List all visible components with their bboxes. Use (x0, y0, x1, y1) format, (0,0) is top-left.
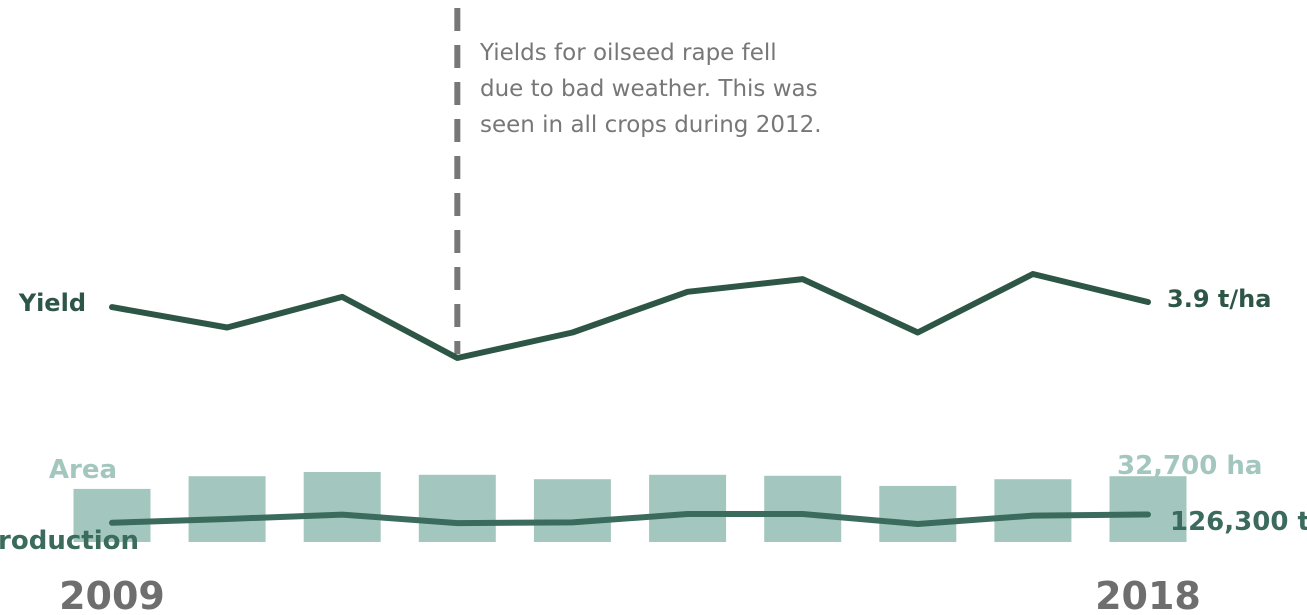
area-bar-2018 (1109, 476, 1187, 542)
area-bars (73, 472, 1187, 542)
annotation-text: Yields for oilseed rape fell due to bad … (479, 40, 822, 138)
yield-end-label: 3.9 t/ha (1167, 285, 1271, 313)
area-end-label: 32,700 ha (1117, 451, 1262, 481)
area-bar-2017 (994, 479, 1072, 542)
area-series-label: Area (49, 455, 117, 485)
area-bar-2013 (533, 479, 611, 542)
area-bar-2010 (188, 476, 266, 542)
x-label-start: 2009 (59, 574, 165, 615)
area-bar-2011 (303, 472, 381, 542)
annotation-line-3: seen in all crops during 2012. (480, 112, 822, 138)
area-bar-2015 (764, 475, 842, 542)
yield-series-label: Yield (18, 289, 86, 317)
area-bar-2016 (879, 485, 957, 542)
area-bar-2012 (418, 474, 496, 542)
production-line (109, 511, 1151, 527)
production-series-label: Production (0, 526, 139, 556)
area-bar-2014 (649, 474, 727, 542)
yield-line (109, 271, 1151, 361)
area-bar-2009 (73, 488, 151, 542)
production-end-label: 126,300 t (1170, 507, 1307, 537)
annotation-line-1: Yields for oilseed rape fell (479, 40, 777, 66)
x-label-end: 2018 (1095, 574, 1201, 615)
annotation-line-2: due to bad weather. This was (480, 76, 818, 102)
